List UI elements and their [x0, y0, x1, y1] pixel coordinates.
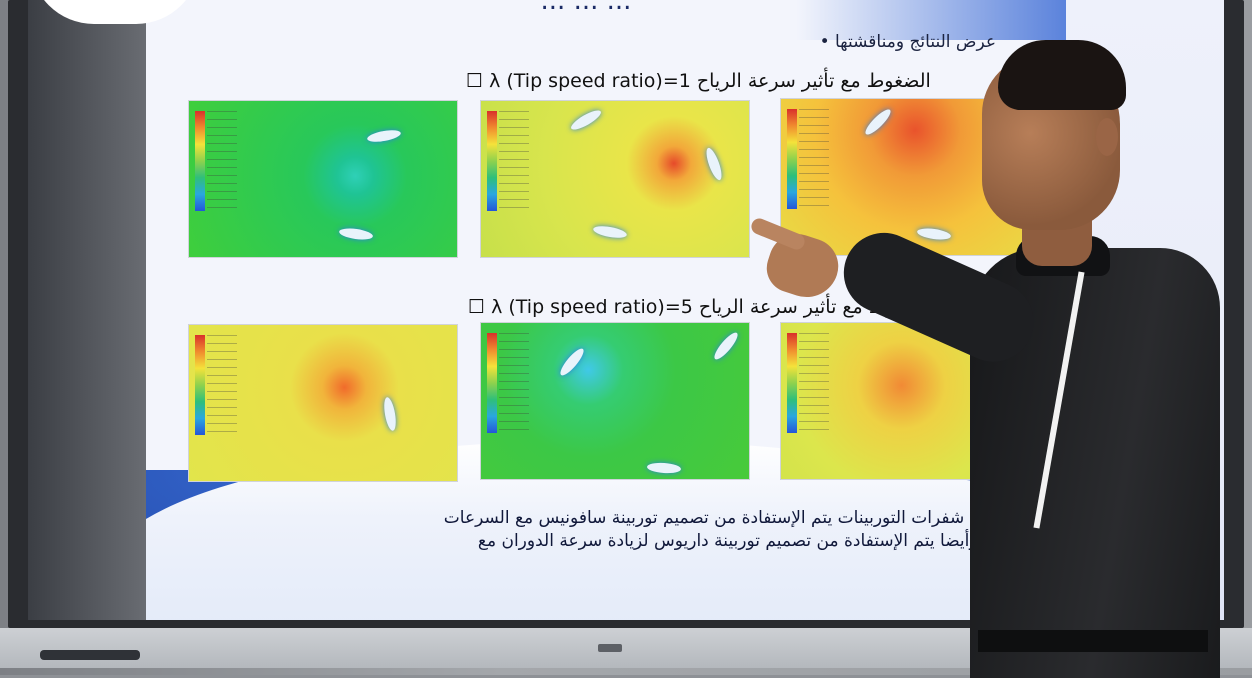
turbine-blade — [366, 128, 402, 144]
paragraph-line-1: الضغوط حول شفرات التوربينات يتم الإستفاد… — [443, 508, 1064, 528]
legend-ticks — [499, 111, 529, 211]
color-legend — [787, 333, 797, 433]
legend-ticks — [799, 333, 829, 433]
slide-bullet: عرض النتائج ومناقشتها • — [819, 32, 996, 52]
slide-title: ... ... ... — [540, 0, 632, 16]
contour-plot-5 — [480, 322, 750, 480]
brand-logo — [598, 644, 622, 652]
turbine-blade — [592, 224, 628, 240]
legend-ticks — [499, 333, 529, 433]
color-legend — [787, 109, 797, 209]
turbine-blade — [557, 345, 587, 379]
presenter-arm — [831, 220, 1047, 375]
turbine-blade — [703, 146, 725, 182]
legend-ticks — [799, 109, 829, 209]
color-legend — [195, 111, 205, 211]
contour-plot-4 — [188, 324, 458, 482]
legend-ticks — [207, 335, 237, 435]
color-legend — [487, 333, 497, 433]
presentation-slide: ... ... ... عرض النتائج ومناقشتها • الضغ… — [146, 0, 1066, 620]
turbine-blade — [568, 107, 604, 133]
color-legend — [487, 111, 497, 211]
turbine-blade — [382, 396, 398, 432]
paragraph-line-2: إتجاه للرياح وأيضا يتم الإستفادة من تصمي… — [477, 531, 1064, 551]
heading-tsr-1: الضغوط مع تأثير سرعة الرياح λ (Tip speed… — [466, 70, 931, 92]
presenter-hair — [998, 40, 1126, 110]
legend-ticks — [207, 111, 237, 211]
color-legend — [195, 335, 205, 435]
slide-top-accent — [796, 0, 1066, 40]
contour-plot-2 — [480, 100, 750, 258]
turbine-blade — [338, 226, 374, 242]
turbine-blade — [711, 329, 741, 363]
contour-plot-1 — [188, 100, 458, 258]
presenter — [749, 40, 1252, 678]
stylus-pen[interactable] — [40, 650, 140, 660]
presenter-belt — [978, 630, 1208, 652]
presenter-ear — [1096, 118, 1118, 156]
turbine-blade — [646, 461, 682, 475]
screen-shadow-left — [28, 0, 148, 620]
